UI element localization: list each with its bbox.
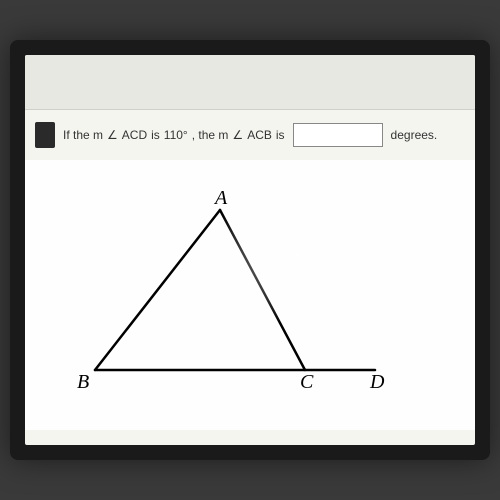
vertex-label-C: C	[300, 371, 314, 393]
vertex-label-B: B	[77, 371, 89, 393]
question-number-badge	[35, 122, 55, 148]
answer-input[interactable]	[293, 123, 383, 147]
q-angle2: ACB	[247, 128, 272, 142]
edges	[95, 210, 375, 370]
vertex-label-D: D	[369, 371, 385, 393]
edge-AC	[220, 210, 305, 370]
diagram-area: A B C D	[25, 160, 475, 430]
angle-symbol-2: ∠	[232, 128, 243, 143]
page-content: If the m∠ACD is 110° , the m∠ACB is degr…	[25, 55, 475, 445]
question-row: If the m∠ACD is 110° , the m∠ACB is degr…	[25, 110, 475, 160]
q-middle: , the m	[192, 128, 229, 142]
q-prefix: If the m	[63, 128, 103, 142]
header-strip	[25, 55, 475, 110]
triangle-diagram: A B C D	[65, 190, 425, 400]
q-angle1: ACD	[122, 128, 147, 142]
q-is2: is	[276, 128, 285, 142]
q-suffix: degrees.	[391, 128, 438, 142]
vertex-labels: A B C D	[77, 190, 385, 393]
vertex-label-A: A	[213, 190, 228, 209]
monitor-frame: If the m∠ACD is 110° , the m∠ACB is degr…	[10, 40, 490, 460]
q-is1: is	[151, 128, 160, 142]
question-text: If the m∠ACD is 110° , the m∠ACB is degr…	[63, 123, 437, 147]
q-angle1-val: 110°	[164, 128, 188, 142]
angle-symbol-1: ∠	[107, 128, 118, 143]
edge-BA	[95, 210, 220, 370]
